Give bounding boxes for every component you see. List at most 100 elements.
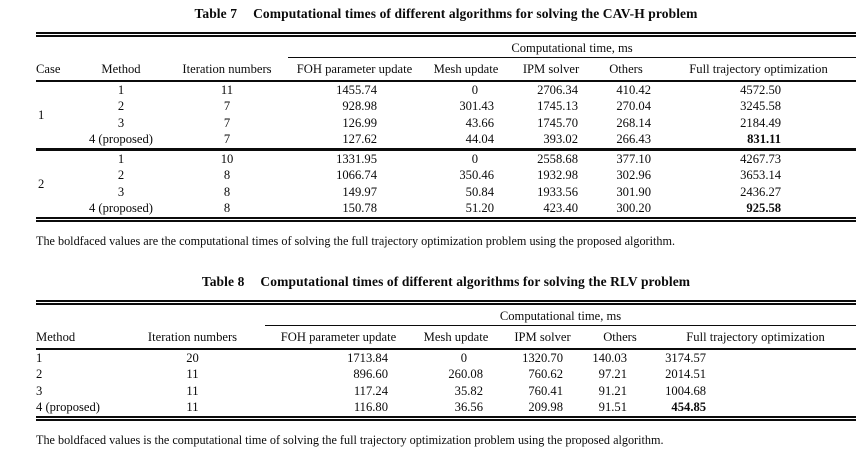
cell-foh: 117.24 [353,383,388,398]
cell-foh: 127.62 [342,132,377,147]
spanner-spacer [36,37,288,58]
cell-mesh: 35.82 [454,383,483,398]
table7-col-header-foh: FOH parameter update [288,57,421,82]
cell-full-bold: 831.11 [747,132,782,147]
cell-ipm: 393.02 [543,132,578,147]
table7-spanner-row: Computational time, ms [36,37,857,59]
cell-foh: 116.80 [353,400,388,415]
table8-title: Table 8 Computational times of different … [36,274,856,290]
table8-col-header-full: Full trajectory optimization [655,325,857,350]
table8-col-header-iterations: Iteration numbers [120,325,265,350]
cell-iterations: 7 [223,132,231,147]
table-row: 2 1 10 1331.95 0 2558.68 377.10 4267.73 [36,147,857,217]
table-row: 4 (proposed) 7 127.62 44.04 393.02 266.4… [36,131,856,149]
cell-foh: 1066.74 [336,168,377,183]
cell-ipm: 423.40 [543,201,578,216]
table8-col-header-others: Others [585,325,655,350]
table7-col-header-method: Method [76,57,166,82]
table7-section: Table 7 Computational times of different … [36,6,857,249]
table7-span-header: Computational time, ms [288,37,857,59]
table7-footnote: The boldfaced values are the computation… [36,233,675,248]
cell-iterations: 11 [186,367,199,382]
cell-others: 300.20 [616,201,651,216]
table7-case2-group: 2 1 10 1331.95 0 2558.68 377.10 4267.73 … [36,147,857,217]
cell-full: 3174.57 [665,350,707,365]
table-row: 3 7 126.99 43.66 1745.70 268.14 2184.49 [36,115,856,131]
table7-col-header-ipm: IPM solver [511,57,591,82]
cell-mesh: 50.84 [465,184,494,199]
cell-others: 301.90 [616,184,651,199]
cell-method: 1 [36,350,43,365]
cell-foh: 928.98 [342,99,377,114]
cell-others: 140.03 [592,350,627,365]
cell-iterations: 20 [186,350,199,365]
cell-ipm: 1932.98 [537,168,578,183]
cell-foh: 150.78 [342,201,377,216]
cell-others: 268.14 [616,115,651,130]
table8-column-header-row: Method Iteration numbers FOH parameter u… [36,325,857,350]
cell-iterations: 10 [166,147,288,168]
case-label: 1 [38,107,45,122]
cell-ipm: 209.98 [528,400,563,415]
cell-iterations: 8 [223,184,231,199]
cell-mesh: 301.43 [459,99,494,114]
table7: Computational time, ms Case Method Itera… [36,37,857,217]
table7-title: Table 7 Computational times of different … [36,6,856,22]
cell-method: 2 [117,168,125,183]
cell-foh: 896.60 [353,367,388,382]
cell-full: 1004.68 [665,383,707,398]
cell-ipm: 760.62 [528,367,563,382]
table-row: 1 20 1713.84 0 1320.70 140.03 3174.57 [36,349,856,366]
cell-full: 4572.50 [740,82,782,97]
case-label: 2 [36,147,76,217]
cell-foh: 1713.84 [347,350,388,365]
cell-mesh: 44.04 [465,132,494,147]
cell-iterations: 11 [220,82,234,97]
cell-iterations: 8 [223,201,231,216]
table8: Computational time, ms Method Iteration … [36,304,857,416]
cell-ipm: 2706.34 [537,82,578,97]
cell-iterations: 11 [186,400,199,415]
cell-method: 2 [36,367,43,382]
cell-others: 266.43 [616,132,651,147]
cell-full-bold: 925.58 [746,201,782,216]
cell-others: 91.51 [598,400,627,415]
table8-spanner-row: Computational time, ms [36,304,857,327]
cell-method: 3 [117,115,125,130]
spanner-spacer [36,305,265,326]
table-row: 2 8 1066.74 350.46 1932.98 302.96 3653.1… [36,167,856,183]
table7-case1-group: 1 1 11 1455.74 0 2706.34 410.42 4572.50 … [36,81,856,149]
cell-full: 4267.73 [661,147,857,168]
cell-iterations: 7 [223,99,231,114]
cell-foh: 149.97 [342,184,377,199]
table7-title-text: Computational times of different algorit… [253,6,698,21]
table7-title-label: Table 7 [194,6,238,21]
table-row: 3 11 117.24 35.82 760.41 91.21 1004.68 [36,383,856,399]
cell-others: 97.21 [598,367,627,382]
cell-others: 91.21 [598,383,627,398]
table8-footnote: The boldfaced values is the computationa… [36,432,664,447]
table-row: 2 11 896.60 260.08 760.62 97.21 2014.51 [36,366,856,382]
table7-col-header-mesh: Mesh update [421,57,511,82]
table-row: 3 8 149.97 50.84 1933.56 301.90 2436.27 [36,184,856,200]
table8-col-header-method: Method [36,325,120,350]
cell-iterations: 7 [223,115,231,130]
cell-full: 3653.14 [740,168,782,183]
table7-column-header-row: Case Method Iteration numbers FOH parame… [36,57,857,82]
table7-top-rule [36,32,856,37]
cell-others: 270.04 [616,99,651,114]
cell-method: 4 (proposed) [88,132,153,147]
cell-others: 302.96 [616,168,651,183]
table8-title-text: Computational times of different algorit… [260,273,691,289]
cell-full: 2014.51 [665,367,707,382]
table7-bottom-rule [36,216,856,222]
cell-others: 410.42 [616,82,651,97]
table7-col-header-iterations: Iteration numbers [166,57,288,82]
table8-col-header-mesh: Mesh update [412,325,500,350]
table8-title-label: Table 8 [201,273,245,289]
table-row: 4 (proposed) 8 150.78 51.20 423.40 300.2… [36,200,856,216]
cell-ipm: 1933.56 [537,184,578,199]
cell-ipm: 1745.70 [537,115,578,130]
cell-iterations: 8 [223,168,231,183]
table8-col-header-ipm: IPM solver [500,325,585,350]
